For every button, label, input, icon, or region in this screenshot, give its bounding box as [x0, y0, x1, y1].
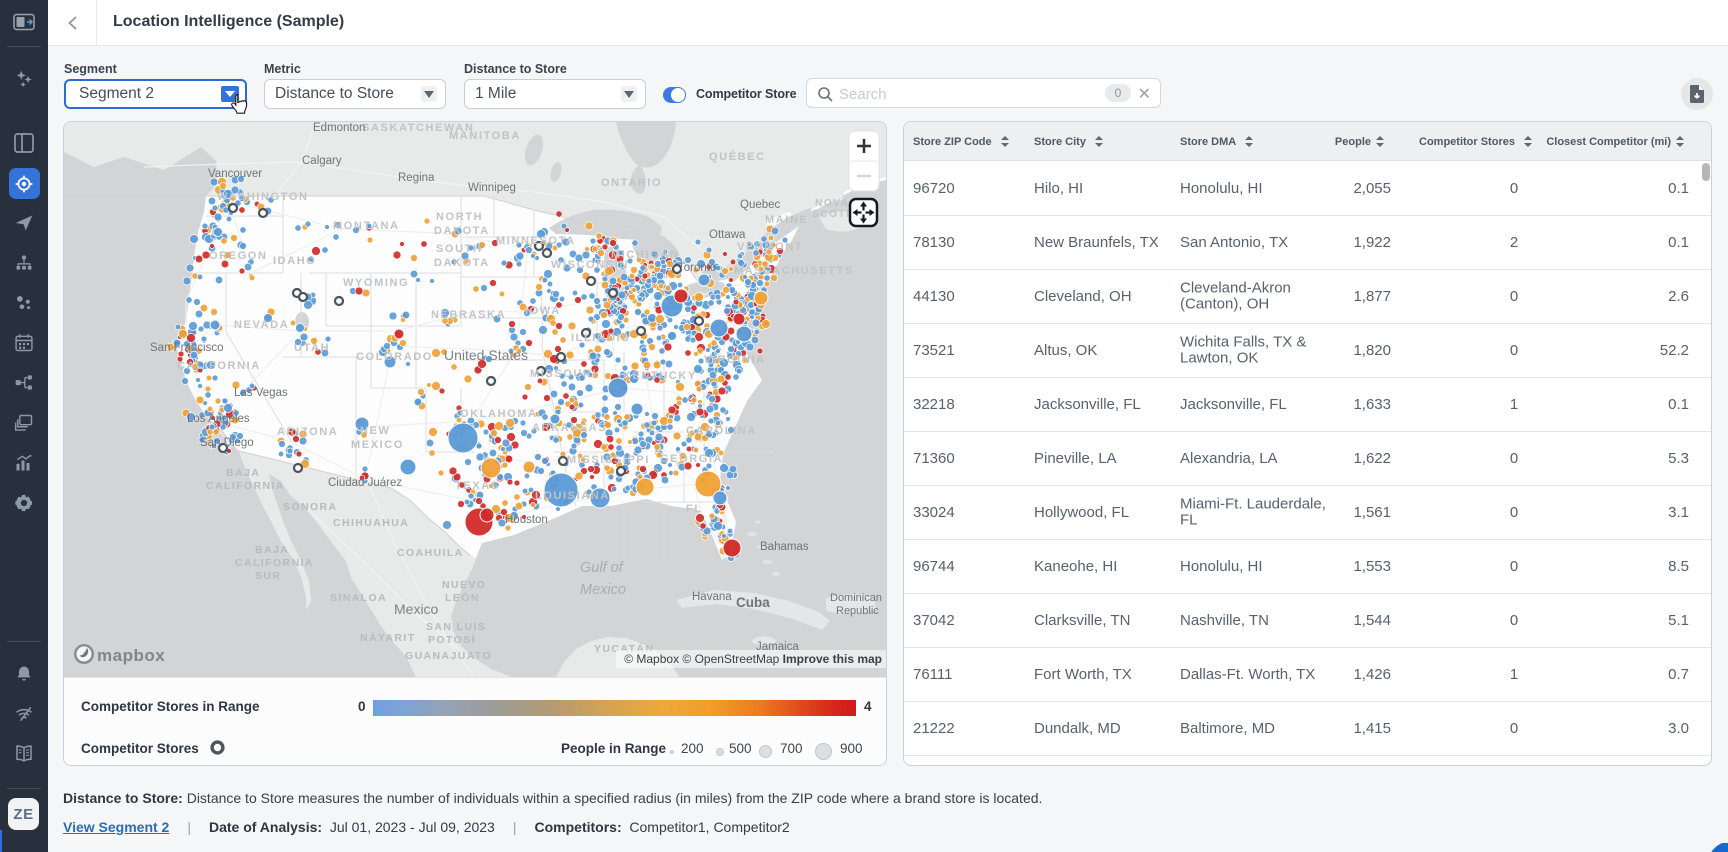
svg-text:Toronto: Toronto [678, 262, 716, 274]
svg-text:MICHIGAN: MICHIGAN [611, 249, 679, 261]
svg-text:TEXAS: TEXAS [455, 480, 500, 492]
svg-text:OREGON: OREGON [209, 250, 268, 262]
svg-text:NEBRASKA: NEBRASKA [431, 309, 506, 321]
svg-text:© Mapbox © OpenStreetMap Impro: © Mapbox © OpenStreetMap Improve this ma… [624, 652, 882, 666]
svg-text:CALIFORNIA: CALIFORNIA [206, 480, 285, 492]
svg-text:mapbox: mapbox [97, 646, 165, 665]
svg-text:WISCONSIN: WISCONSIN [551, 259, 629, 271]
svg-text:Regina: Regina [398, 172, 435, 184]
svg-text:WASHINGTON: WASHINGTON [217, 191, 309, 203]
svg-text:VERMONT: VERMONT [737, 241, 803, 253]
svg-text:SCOTIA: SCOTIA [812, 209, 859, 220]
svg-text:ARKANSAS: ARKANSAS [532, 422, 607, 434]
svg-text:ONTARIO: ONTARIO [601, 177, 662, 189]
svg-text:OKLAHOMA: OKLAHOMA [460, 408, 538, 420]
svg-text:MEXICO: MEXICO [351, 439, 404, 451]
svg-text:Quebec: Quebec [740, 199, 781, 211]
svg-text:United States: United States [444, 347, 528, 363]
svg-text:UTAH: UTAH [294, 342, 330, 354]
svg-text:CHIHUAHUA: CHIHUAHUA [333, 517, 409, 529]
svg-text:IDAHO: IDAHO [273, 255, 316, 267]
svg-text:VIRGINIA: VIRGINIA [704, 354, 766, 366]
svg-text:LOUISIANA: LOUISIANA [535, 490, 610, 502]
svg-text:QUÉBEC: QUÉBEC [709, 150, 766, 163]
svg-text:DAKOTA: DAKOTA [434, 257, 490, 269]
svg-text:SONORA: SONORA [283, 501, 338, 513]
svg-text:MINNESOTA: MINNESOTA [496, 235, 576, 247]
svg-text:San Francisco: San Francisco [150, 342, 224, 354]
svg-text:MASSACHUSETTS: MASSACHUSETTS [734, 265, 854, 277]
svg-text:COAHUILA: COAHUILA [397, 547, 464, 559]
svg-text:Dominican: Dominican [830, 592, 882, 604]
svg-text:FL: FL [686, 503, 703, 515]
svg-text:NUEVO: NUEVO [442, 579, 486, 591]
svg-text:SASKATCHEWAN: SASKATCHEWAN [362, 122, 475, 134]
svg-text:Winnipeg: Winnipeg [468, 182, 516, 194]
svg-text:San Diego: San Diego [200, 437, 254, 449]
svg-text:Ottawa: Ottawa [709, 229, 746, 241]
svg-text:MANITOBA: MANITOBA [449, 130, 521, 142]
svg-text:LEÓN: LEÓN [445, 591, 480, 604]
svg-text:Mexico: Mexico [394, 601, 439, 617]
svg-text:MAINE: MAINE [765, 214, 808, 226]
svg-text:BAJA: BAJA [226, 467, 260, 479]
svg-text:ARIZONA: ARIZONA [277, 426, 338, 438]
svg-text:ILLINOIS: ILLINOIS [571, 332, 630, 344]
svg-text:SUR: SUR [255, 570, 281, 582]
svg-text:SINALOA: SINALOA [330, 592, 387, 604]
svg-text:NORTH: NORTH [436, 211, 483, 223]
svg-text:Vancouver: Vancouver [208, 168, 262, 180]
svg-text:CAROLINA: CAROLINA [686, 425, 757, 437]
svg-text:Havana: Havana [692, 591, 732, 603]
svg-text:POTOSÍ: POTOSÍ [428, 633, 476, 646]
svg-text:SAN LUIS: SAN LUIS [426, 621, 486, 633]
svg-text:MISSOURI: MISSOURI [530, 368, 597, 380]
svg-text:Bahamas: Bahamas [760, 541, 809, 553]
svg-text:GUANAJUATO: GUANAJUATO [405, 650, 492, 662]
svg-text:Houston: Houston [505, 514, 548, 526]
svg-text:COLORADO: COLORADO [356, 351, 433, 363]
svg-text:Las Vegas: Las Vegas [234, 387, 288, 399]
svg-text:SOUTH: SOUTH [436, 243, 483, 255]
svg-text:Calgary: Calgary [302, 155, 342, 167]
svg-text:NEVADA: NEVADA [234, 319, 289, 331]
svg-text:WYOMING: WYOMING [343, 277, 409, 289]
svg-text:Gulf of: Gulf of [580, 560, 625, 576]
svg-text:Edmonton: Edmonton [313, 122, 365, 134]
svg-text:CALIFORNIA: CALIFORNIA [235, 557, 314, 569]
svg-text:Mexico: Mexico [580, 582, 626, 598]
svg-text:NOVA: NOVA [815, 198, 850, 209]
svg-text:CALIFORNIA: CALIFORNIA [177, 360, 261, 372]
svg-text:NÁYARIT: NÁYARIT [360, 631, 416, 644]
svg-text:Ciudad Juárez: Ciudad Juárez [328, 477, 402, 489]
svg-text:BAJA: BAJA [255, 544, 289, 556]
svg-text:KENTUCKY: KENTUCKY [623, 370, 697, 382]
svg-text:Cuba: Cuba [736, 595, 770, 610]
svg-text:MONTANA: MONTANA [333, 220, 400, 232]
svg-text:NEW: NEW [360, 425, 390, 437]
svg-text:MISSISSIPPI: MISSISSIPPI [567, 454, 650, 466]
svg-text:GEORGIA: GEORGIA [660, 453, 723, 465]
svg-text:IOWA: IOWA [525, 305, 561, 317]
svg-text:Republic: Republic [836, 605, 879, 617]
svg-text:Los Angeles: Los Angeles [187, 413, 250, 425]
svg-text:DAKOTA: DAKOTA [434, 225, 490, 237]
